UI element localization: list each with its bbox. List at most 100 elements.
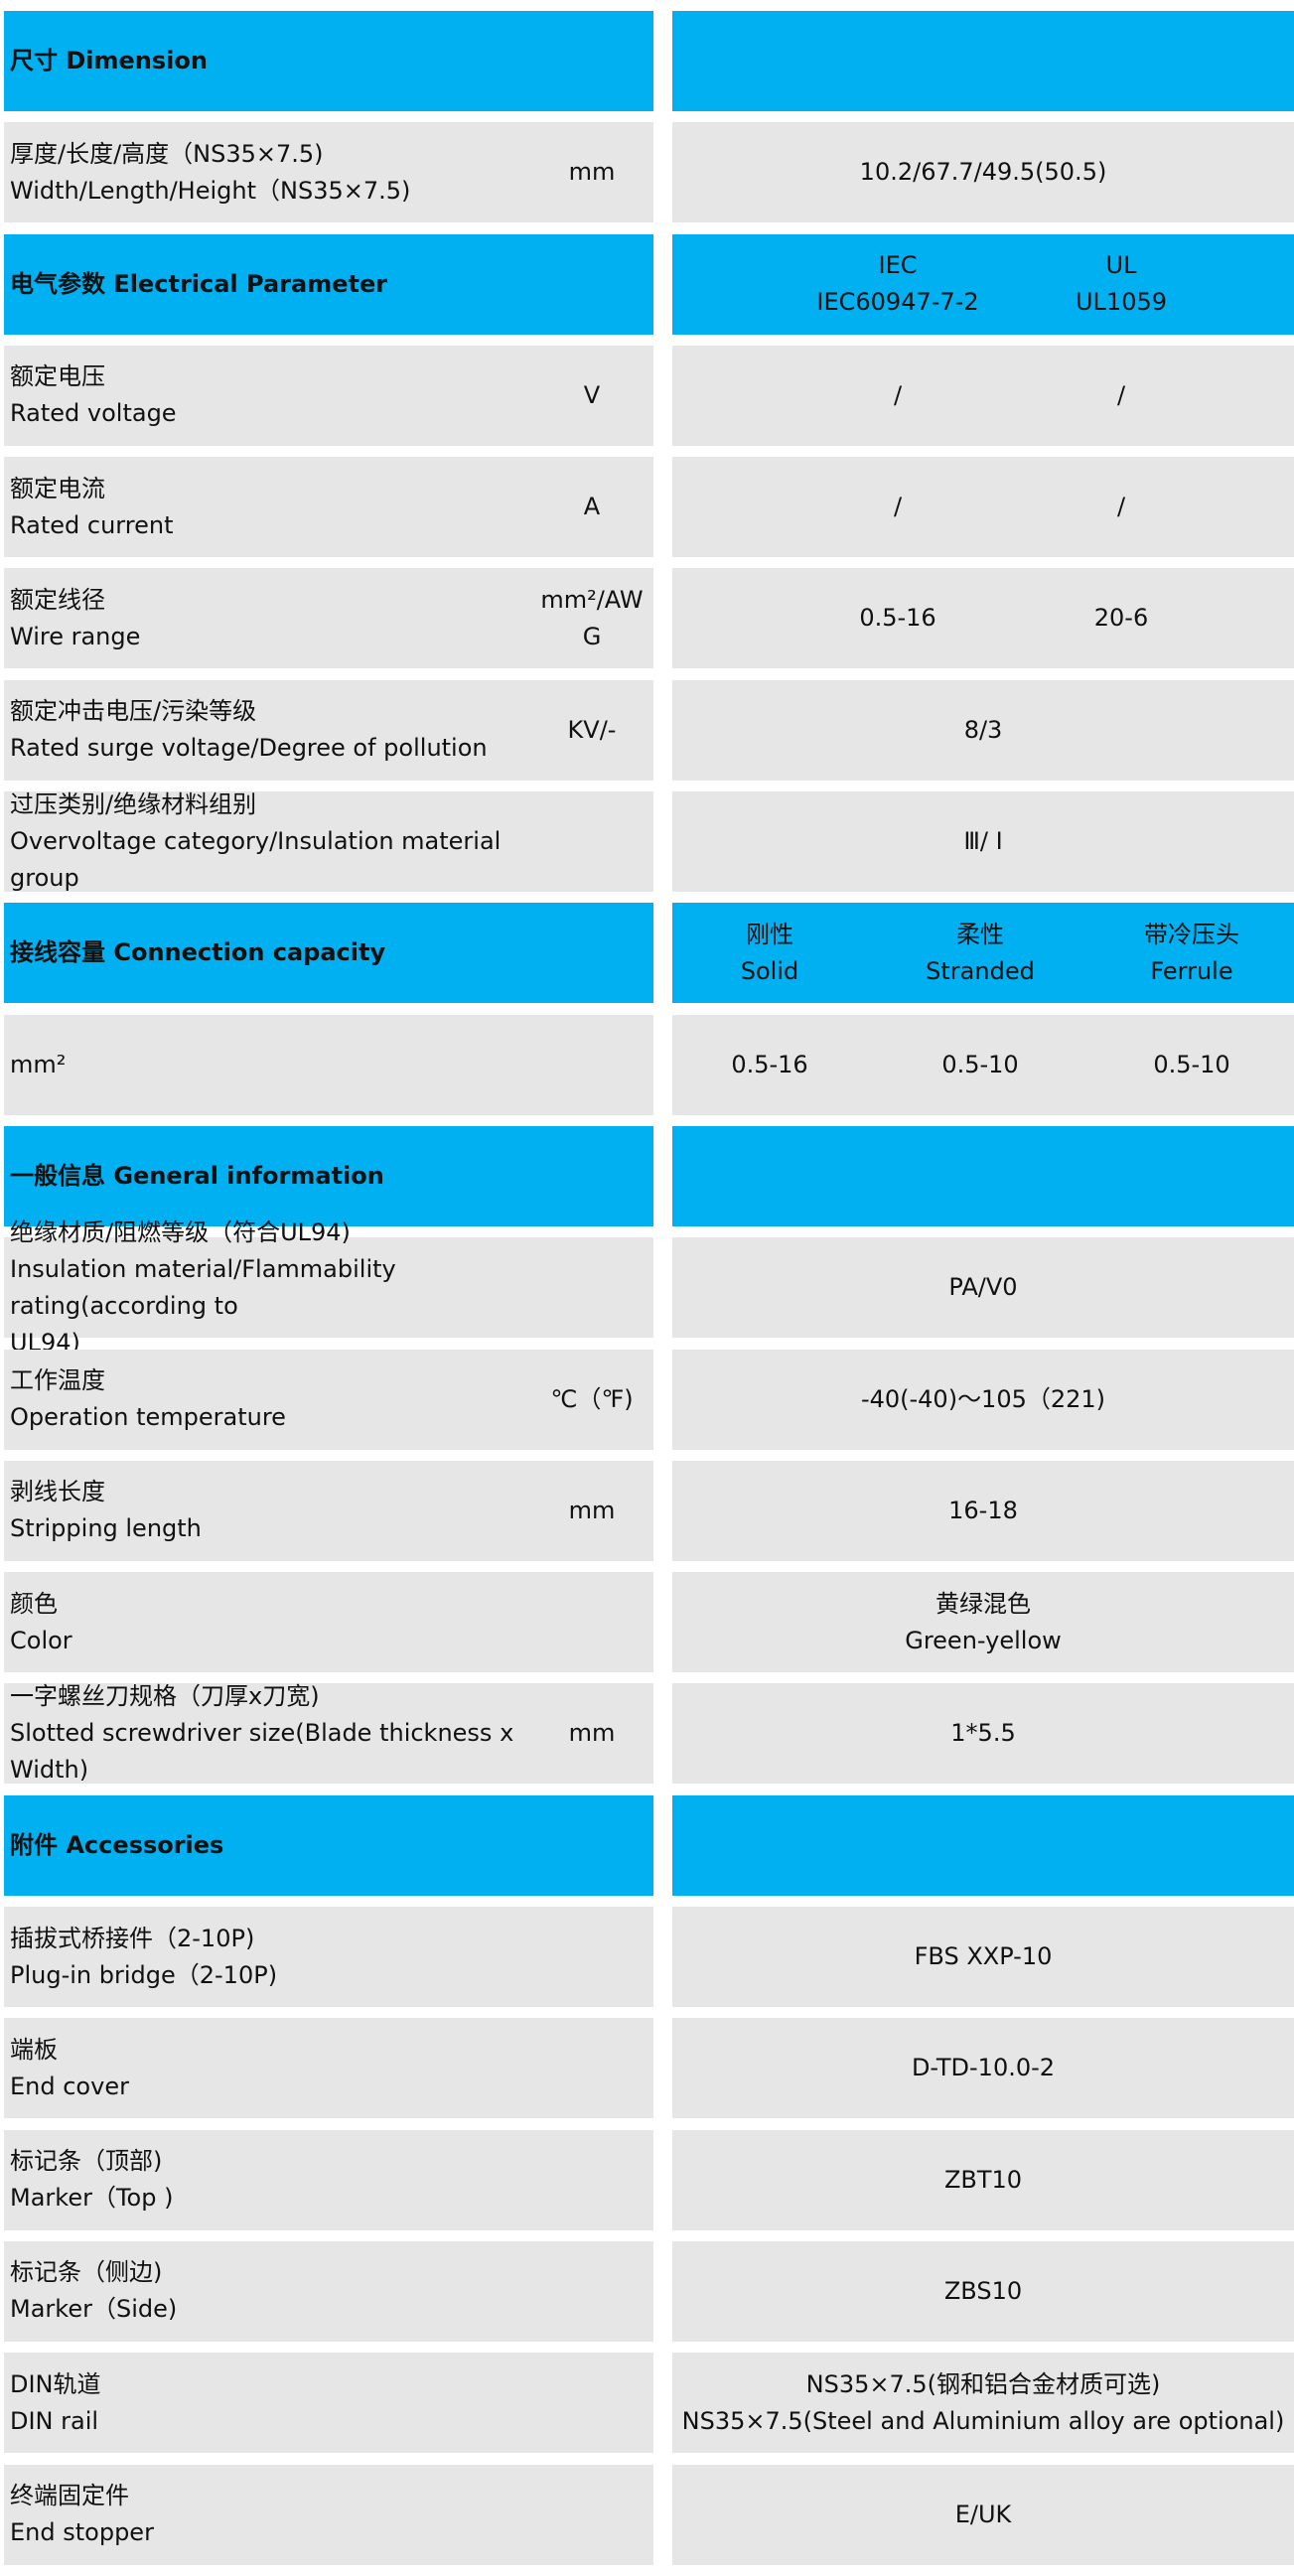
row-value: 10.2/67.7/49.5(50.5)	[672, 122, 1294, 222]
table-row: 颜色 Color 黄绿混色 Green-yellow	[0, 1572, 1294, 1673]
value-line: 10.2/67.7/49.5(50.5)	[859, 158, 1107, 187]
row-label-cell: 额定电压 Rated voltage V	[4, 345, 653, 446]
row-value-cell: NS35×7.5(钢和铝合金材质可选) NS35×7.5(Steel and Al…	[672, 2353, 1294, 2454]
row-label: 接线容量 Connection capacity	[10, 903, 566, 1003]
value-line: UL	[1105, 251, 1137, 280]
row-unit: mm	[530, 1683, 653, 1784]
row-label: 一般信息 General information	[10, 1126, 566, 1226]
label-line: 附件 Accessories	[10, 1830, 224, 1859]
row-value-cell: 黄绿混色 Green-yellow	[672, 1572, 1294, 1673]
row-label-cell: 终端固定件 End stopper	[4, 2464, 653, 2565]
section-header-row: 一般信息 General information	[0, 1125, 1294, 1226]
row-label: 颜色 Color	[10, 1572, 566, 1672]
row-value-cell: 刚性 Solid 柔性 Stranded 带冷压头 Ferrule	[672, 903, 1294, 1004]
value-line: 8/3	[963, 715, 1003, 744]
table-row: 厚度/长度/高度（NS35×7.5) Width/Length/Height（NS…	[0, 122, 1294, 223]
label-line: Plug-in bridge（2-10P)	[10, 1960, 278, 1989]
standard-column-value: 0.5-16	[859, 568, 935, 668]
label-line: 额定电压	[10, 362, 105, 391]
label-line: 标记条（侧边)	[10, 2258, 163, 2287]
table-row: 工作温度 Operation temperature ℃（℉) -40(-40)～10…	[0, 1349, 1294, 1450]
table-row: 一字螺丝刀规格（刀厚x刀宽) Slotted screwdriver size(B…	[0, 1682, 1294, 1785]
standard-column-value: /	[894, 346, 902, 446]
section-header-row: 附件 Accessories	[0, 1794, 1294, 1896]
unit-line: mm	[568, 158, 616, 187]
row-label: 一字螺丝刀规格（刀厚x刀宽) Slotted screwdriver size(B…	[10, 1682, 566, 1784]
row-value-cell: / /	[672, 345, 1294, 446]
label-line: 绝缘材质/阻燃等级（符合UL94)	[10, 1217, 351, 1246]
label-line: Width)	[10, 1756, 89, 1785]
row-unit: mm	[530, 1461, 653, 1561]
row-label: 电气参数 Electrical Parameter	[10, 234, 566, 335]
row-unit: A	[530, 457, 653, 557]
row-value-cell: / /	[672, 457, 1294, 558]
standard-column-value: 20-6	[1094, 568, 1148, 668]
table-row: DIN轨道 DIN rail NS35×7.5(钢和铝合金材质可选) NS35×7.5…	[0, 2353, 1294, 2454]
value-line: ZBT10	[943, 2165, 1023, 2194]
label-line: End cover	[10, 2072, 129, 2100]
row-label: 尺寸 Dimension	[10, 11, 566, 111]
row-value: 8/3	[672, 680, 1294, 781]
row-value: 黄绿混色 Green-yellow	[672, 1572, 1294, 1672]
row-value-cell: D-TD-10.0-2	[672, 2018, 1294, 2119]
conductor-column-value: 刚性 Solid	[741, 903, 799, 1003]
row-label: 额定电流 Rated current	[10, 457, 566, 557]
value-line: 1*5.5	[950, 1719, 1016, 1748]
standard-column-value: IEC IEC60947-7-2	[816, 234, 978, 335]
label-line: Slotted screwdriver size(Blade thickness…	[10, 1719, 514, 1748]
row-value: PA/V0	[672, 1237, 1294, 1338]
label-line: 过压类别/绝缘材料组别	[10, 790, 257, 819]
row-value-cell: 8/3	[672, 679, 1294, 781]
standard-column-value: /	[1117, 346, 1125, 446]
table-row: 绝缘材质/阻燃等级（符合UL94) Insulation material/Fla…	[0, 1218, 1294, 1357]
row-label: mm²	[10, 1015, 566, 1115]
label-line: 一字螺丝刀规格（刀厚x刀宽)	[10, 1682, 320, 1711]
label-line: Insulation material/Flammability rating(…	[10, 1254, 396, 1320]
label-line: 插拔式桥接件（2-10P)	[10, 1924, 255, 1952]
section-header-row: 接线容量 Connection capacity 刚性 Solid 柔性 Strande…	[0, 903, 1294, 1004]
row-value-cell: ZBT10	[672, 2129, 1294, 2230]
row-value-cell: IEC IEC60947-7-2 UL UL1059	[672, 233, 1294, 335]
label-line: Rated surge voltage/Degree of pollution	[10, 734, 488, 763]
label-line: Color	[10, 1626, 72, 1654]
unit-line: G	[582, 622, 602, 650]
value-line: NS35×7.5(Steel and Aluminium alloy are o…	[681, 2406, 1285, 2435]
unit-line: ℃（℉)	[550, 1384, 634, 1413]
row-label: 绝缘材质/阻燃等级（符合UL94) Insulation material/Fla…	[10, 1218, 566, 1357]
row-label-cell: 标记条（侧边) Marker（Side)	[4, 2240, 653, 2342]
row-value-cell: PA/V0	[672, 1237, 1294, 1339]
section-header-row: 尺寸 Dimension	[0, 11, 1294, 111]
label-line: Wire range	[10, 622, 141, 650]
label-line: 额定电流	[10, 474, 105, 502]
row-value-cell: 0.5-16 20-6	[672, 568, 1294, 669]
row-label-cell: 剥线长度 Stripping length mm	[4, 1460, 653, 1561]
table-row: 额定线径 Wire range mm²/AW G 0.5-16 20-6	[0, 568, 1294, 669]
standard-column-value: /	[894, 457, 902, 557]
label-line: 工作温度	[10, 1366, 105, 1395]
label-line: Marker（Top )	[10, 2184, 174, 2213]
row-value-cell	[672, 1794, 1294, 1896]
row-value: ZBS10	[672, 2241, 1294, 2342]
row-value-cell: ZBS10	[672, 2240, 1294, 2342]
row-label-cell: 标记条（顶部) Marker（Top )	[4, 2129, 653, 2230]
row-label: 额定电压 Rated voltage	[10, 346, 566, 446]
standard-column-value: /	[1117, 457, 1125, 557]
row-label-cell: 额定冲击电压/污染等级 Rated surge voltage/Degree of…	[4, 679, 653, 781]
row-value-cell: 0.5-16 0.5-10 0.5-10	[672, 1014, 1294, 1115]
row-value-cell: 16-18	[672, 1460, 1294, 1561]
value-line: /	[893, 493, 903, 521]
label-line: Width/Length/Height（NS35×7.5)	[10, 176, 411, 205]
value-line: /	[1116, 493, 1126, 521]
row-label-cell: 厚度/长度/高度（NS35×7.5) Width/Length/Height（NS…	[4, 122, 653, 223]
row-unit: mm	[530, 122, 653, 222]
label-line: 额定冲击电压/污染等级	[10, 697, 257, 726]
table-row: 额定冲击电压/污染等级 Rated surge voltage/Degree of…	[0, 679, 1294, 781]
value-line: NS35×7.5(钢和铝合金材质可选)	[805, 2369, 1161, 2398]
label-line: 一般信息 General information	[10, 1161, 384, 1190]
label-line: mm²	[10, 1050, 67, 1078]
unit-line: mm	[568, 1719, 616, 1748]
label-line: Operation temperature	[10, 1403, 286, 1432]
row-label: 剥线长度 Stripping length	[10, 1461, 566, 1561]
label-line: End stopper	[10, 2518, 154, 2547]
value-line: 0.5-10	[941, 1050, 1019, 1078]
